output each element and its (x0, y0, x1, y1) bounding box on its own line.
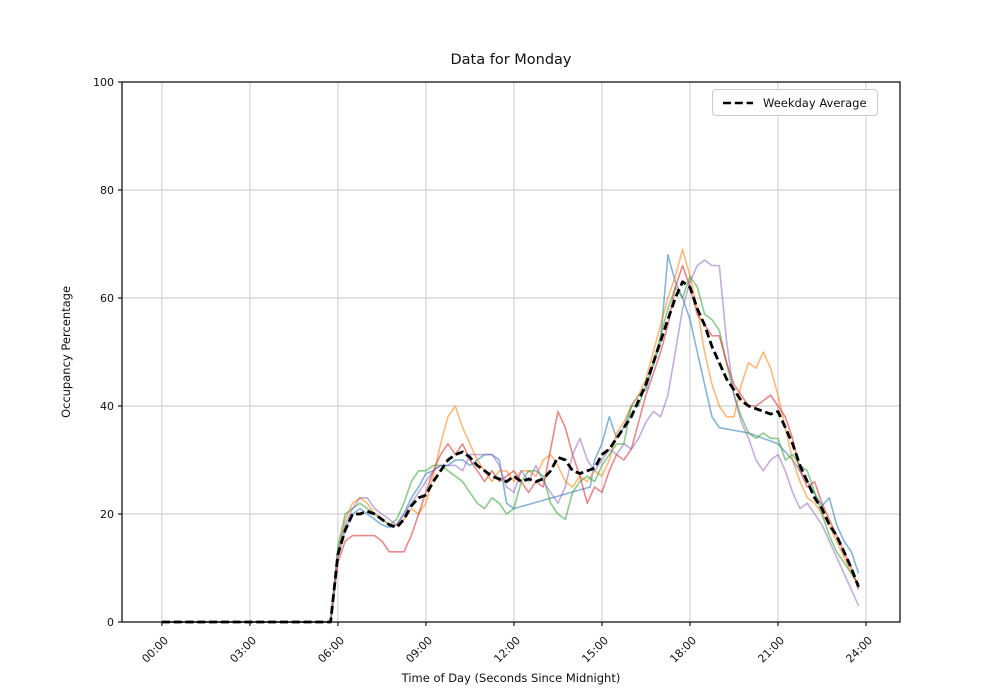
x-tick-label: 15:00 (579, 634, 611, 666)
x-tick-label: 12:00 (491, 634, 523, 666)
y-tick-label: 80 (100, 184, 114, 197)
series-line-series_3 (161, 275, 860, 623)
y-axis-label: Occupancy Percentage (59, 285, 73, 419)
y-tick-label: 0 (107, 616, 114, 629)
x-tick-label: 03:00 (227, 634, 259, 666)
dashed-line-sample-icon (723, 101, 753, 104)
y-tick-label: 40 (100, 400, 114, 413)
series-line-series_5 (161, 259, 860, 623)
chart-title: Data for Monday (450, 52, 572, 68)
x-tick-label: 00:00 (139, 634, 171, 666)
legend: Weekday Average (712, 89, 878, 116)
x-tick-label: 21:00 (755, 634, 787, 666)
series-line-weekday-average (161, 280, 860, 624)
x-tick-label: 24:00 (843, 634, 875, 666)
series-line-series_1 (161, 254, 860, 623)
y-tick-label: 60 (100, 292, 114, 305)
y-tick-label: 20 (100, 508, 114, 521)
x-tick-label: 18:00 (667, 634, 699, 666)
x-tick-label: 06:00 (315, 634, 347, 666)
x-axis-label: Time of Day (Seconds Since Midnight) (401, 671, 621, 685)
legend-label: Weekday Average (763, 95, 867, 110)
series-line-series_4 (161, 264, 860, 623)
plot-frame (121, 81, 901, 623)
x-tick-label: 09:00 (403, 634, 435, 666)
series-line-series_2 (161, 248, 860, 623)
y-tick-label: 100 (93, 76, 114, 89)
